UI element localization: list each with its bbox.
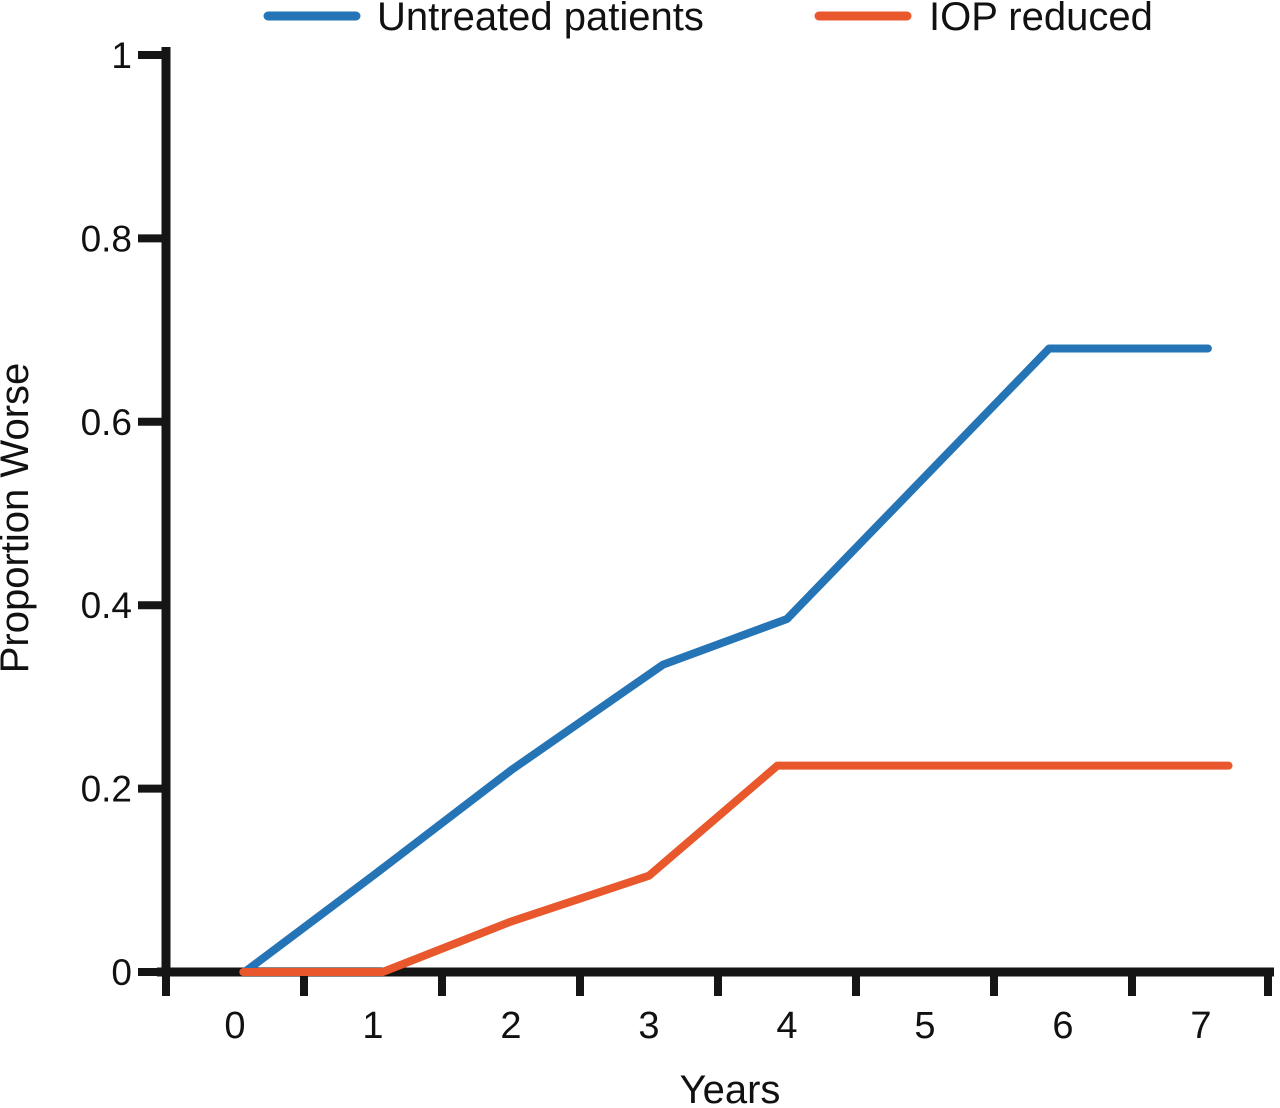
y-tick-label: 0 [111,952,132,993]
x-tick-label: 3 [638,1005,659,1047]
series-line-iop-reduced [239,761,1233,976]
x-ticks: 0 1 2 3 4 5 6 7 [162,968,1272,1047]
y-tick-label: 0.8 [81,218,132,259]
data-series [239,344,1233,976]
legend-label-untreated: Untreated patients [377,0,704,39]
x-tick-label: 1 [362,1005,383,1047]
x-tick-label: 4 [776,1005,797,1047]
y-tick-label: 1 [111,35,132,76]
x-tick-label: 6 [1052,1005,1073,1047]
y-tick-label: 0.4 [81,585,132,626]
x-tick-label: 5 [914,1005,935,1047]
y-tick-label: 0.2 [81,769,132,810]
y-ticks: 0 0.2 0.4 0.6 0.8 1 [81,35,170,993]
y-tick-label: 0.6 [81,402,132,443]
x-tick-label: 7 [1190,1005,1211,1047]
y-axis-label: Proportion Worse [0,363,37,674]
axes [157,47,1274,977]
series-line-untreated-patients [240,344,1212,976]
legend-label-iop: IOP reduced [929,0,1153,39]
legend: Untreated patients IOP reduced [263,0,1153,39]
x-tick-label: 0 [224,1005,245,1047]
x-axis-label: Years [680,1068,781,1108]
x-tick-label: 2 [500,1005,521,1047]
